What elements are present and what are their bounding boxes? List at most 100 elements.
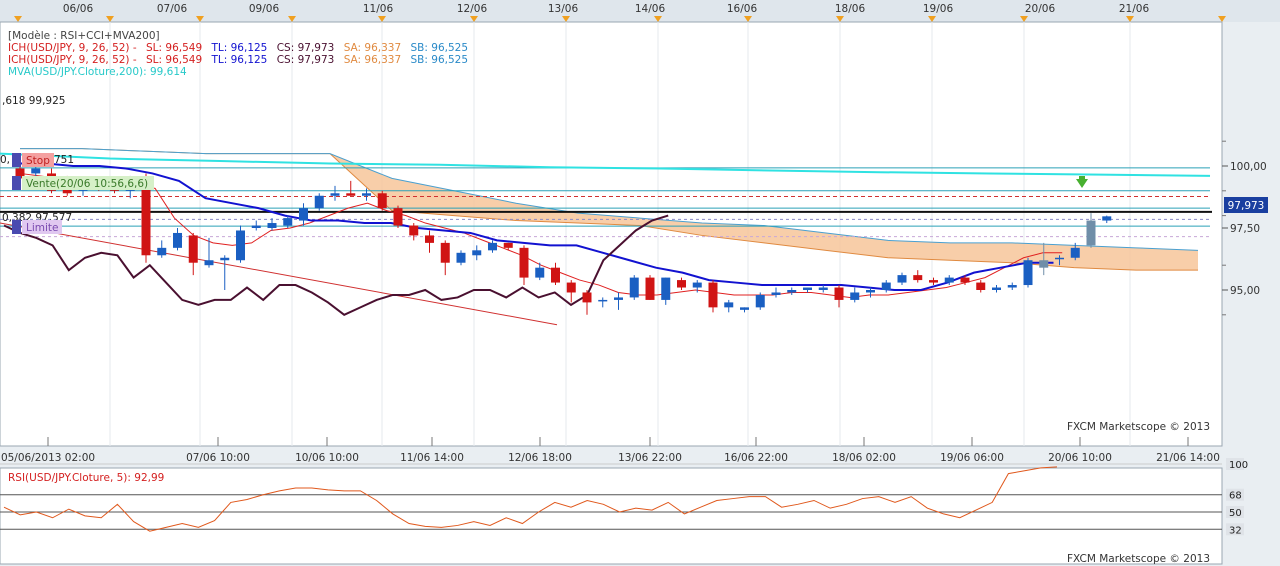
legend: [Modèle : RSI+CCI+MVA200] ICH(USD/JPY, 9… — [8, 30, 468, 78]
top-date-label: 11/06 — [363, 3, 394, 15]
date-marker-icon — [928, 16, 936, 22]
price-axis: 100,00 97,50 95,00 — [1222, 140, 1267, 316]
candle-body — [346, 193, 356, 196]
date-marker-icon — [14, 16, 22, 22]
rsi-axis-label: 68 — [1229, 491, 1242, 502]
date-marker-icon — [1126, 16, 1134, 22]
rsi-axis-tag — [1226, 506, 1244, 518]
legend-ich-1-tl: TL: 96,125 — [210, 42, 267, 54]
candle-body — [314, 195, 324, 209]
legend-ich-1: ICH(USD/JPY, 9, 26, 52) - SL: 96,549 TL:… — [8, 42, 468, 54]
price-tick-label: 95,00 — [1230, 285, 1260, 297]
candle-body — [755, 294, 765, 308]
candle-body — [519, 247, 529, 278]
candle-body — [976, 282, 986, 290]
candle-body — [771, 292, 781, 295]
candle-body — [803, 287, 812, 290]
markers — [1076, 176, 1088, 188]
candle-body — [393, 208, 403, 226]
bottom-date-label: 11/06 14:00 — [400, 452, 464, 464]
bottom-date-label: 07/06 10:00 — [186, 452, 250, 464]
top-date-label: 13/06 — [548, 3, 579, 15]
candle-body — [866, 290, 875, 293]
legend-ich-2-name: ICH(USD/JPY, 9, 26, 52) - — [8, 54, 137, 66]
candle-body — [15, 168, 25, 179]
stop-label: Stop — [26, 155, 50, 167]
bottom-date-label: 05/06/2013 02:00 — [1, 452, 95, 464]
legend-ich-1-name: ICH(USD/JPY, 9, 26, 52) - — [8, 42, 137, 54]
mva200-line — [0, 152, 1211, 177]
candle-body — [456, 252, 466, 263]
top-date-label: 20/06 — [1025, 3, 1056, 15]
candle-body — [1023, 260, 1033, 286]
candle-body — [299, 208, 308, 221]
date-marker-icon — [470, 16, 478, 22]
candle-body — [283, 218, 293, 226]
rsi-axis-tag — [1226, 458, 1244, 470]
stop-tag[interactable] — [22, 153, 54, 167]
candle-body — [141, 185, 151, 256]
rsi-panel — [0, 467, 1223, 565]
legend-ich-2-sl: SL: 96,549 — [146, 54, 202, 66]
date-marker-icon — [562, 16, 570, 22]
rsi-axis-tag — [1226, 523, 1244, 536]
candle-body — [1007, 285, 1017, 288]
candle-body — [488, 242, 497, 251]
bottom-date-axis: 05/06/2013 02:00 07/06 10:00 10/06 10:00 11… — [1, 437, 1220, 464]
rsi-axis-tag — [1226, 488, 1244, 501]
legend-ich-1-sa: SA: 96,337 — [344, 42, 401, 54]
candle-body — [913, 275, 923, 281]
candle-body — [173, 232, 182, 248]
date-marker-icon — [744, 16, 752, 22]
candle-body — [1039, 260, 1049, 268]
indicator-lines — [0, 152, 1211, 316]
trend-line — [0, 222, 558, 326]
candle-body — [614, 297, 623, 300]
rsi-axis-label: 32 — [1229, 525, 1242, 536]
bottom-date-label: 10/06 10:00 — [295, 452, 359, 464]
annotations: ,618 99,925 0, Stop 751 Vente(20/06 10:5… — [0, 95, 154, 234]
sell-tag[interactable] — [22, 176, 154, 190]
top-date-label: 18/06 — [835, 3, 866, 15]
candle-body — [724, 302, 734, 308]
candle-body — [1055, 257, 1064, 260]
date-marker-icon — [196, 16, 204, 22]
candle-body — [204, 260, 214, 266]
candle-body — [692, 282, 702, 288]
current-price: 97,973 — [1228, 200, 1265, 212]
candle-body — [157, 247, 167, 256]
candle-body — [629, 277, 639, 298]
candle-body — [582, 292, 592, 303]
sell-handle[interactable] — [12, 176, 21, 190]
rsi-levels — [0, 463, 1222, 530]
price-tick-label: 97,50 — [1230, 223, 1260, 235]
date-marker-icon — [378, 16, 386, 22]
candle-body — [535, 267, 545, 278]
top-date-strip — [0, 0, 1280, 22]
top-date-label: 14/06 — [635, 3, 666, 15]
candle-body — [220, 257, 230, 261]
legend-ich-2-sb: SB: 96,525 — [411, 54, 468, 66]
candle-body — [551, 267, 560, 283]
kijun-line — [20, 162, 1054, 291]
top-date-label: 09/06 — [249, 3, 280, 15]
current-price-tag — [1224, 197, 1268, 213]
candle-body — [944, 277, 954, 283]
ichimoku-cloud — [20, 148, 1199, 271]
stop-handle[interactable] — [12, 153, 21, 167]
bottom-date-label: 21/06 14:00 — [1156, 452, 1220, 464]
candle-body — [409, 225, 419, 236]
limit-handle[interactable] — [12, 220, 21, 234]
candle-body — [503, 242, 513, 248]
limit-tag[interactable] — [22, 220, 62, 234]
date-marker-icon — [1218, 16, 1226, 22]
rsi-line — [3, 466, 1058, 532]
legend-ich-2-sa: SA: 96,337 — [344, 54, 401, 66]
top-date-label: 07/06 — [157, 3, 188, 15]
trend-line-segment — [0, 222, 558, 326]
bottom-date-label: 20/06 10:00 — [1048, 452, 1112, 464]
top-date-label: 12/06 — [457, 3, 488, 15]
rsi-axis-label: 100 — [1229, 460, 1248, 471]
candle-body — [992, 287, 1001, 290]
candle-body — [1086, 220, 1096, 246]
